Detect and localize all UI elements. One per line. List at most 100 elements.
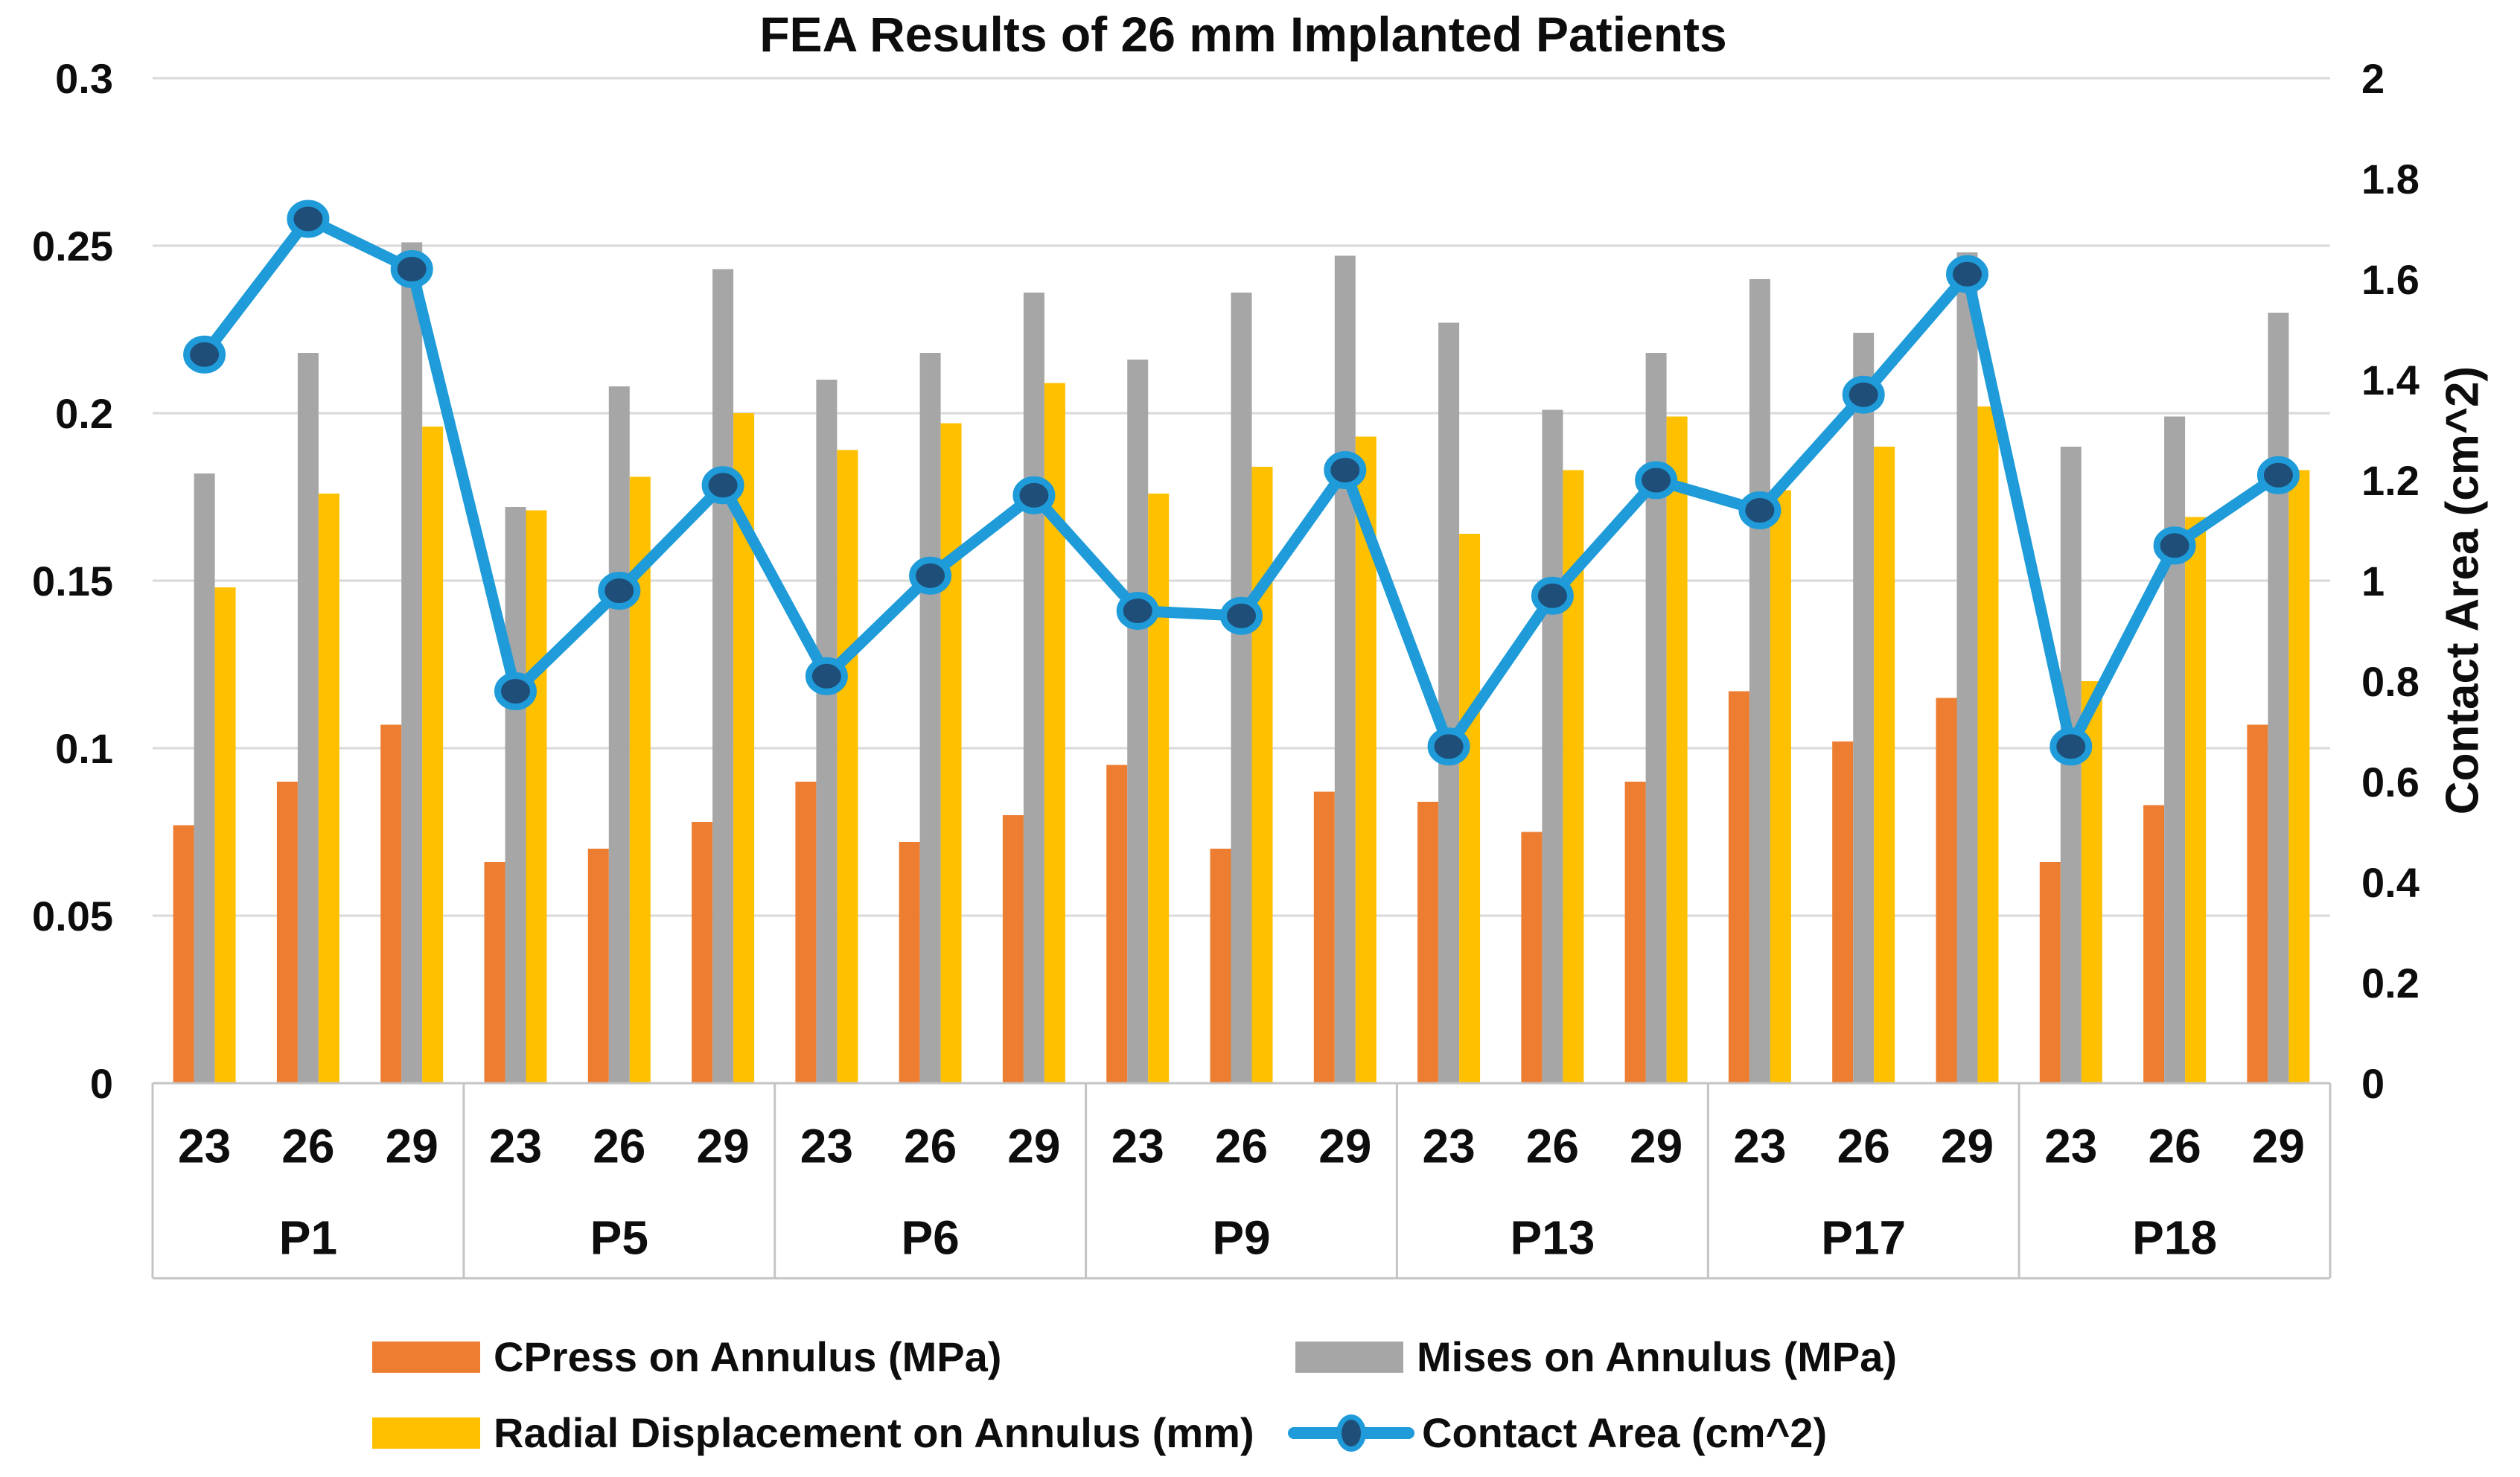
legend-item-cpress: CPress on Annulus (MPa) bbox=[372, 1333, 1001, 1381]
bar bbox=[919, 353, 941, 1083]
data-point-marker bbox=[701, 466, 744, 505]
bar bbox=[1231, 293, 1252, 1083]
data-point-marker bbox=[1946, 255, 1988, 293]
patient-group-label: P6 bbox=[901, 1210, 959, 1264]
valve-size-label: 23 bbox=[1423, 1119, 1476, 1173]
cpress-bar-swatch-icon bbox=[372, 1341, 480, 1373]
bar bbox=[940, 423, 962, 1083]
bar bbox=[318, 494, 339, 1083]
valve-size-label: 26 bbox=[904, 1119, 957, 1173]
bar bbox=[380, 724, 402, 1083]
bar bbox=[1148, 494, 1170, 1083]
valve-size-label: 26 bbox=[1215, 1119, 1268, 1173]
bar bbox=[401, 242, 423, 1083]
bar bbox=[1313, 791, 1335, 1083]
bar bbox=[2247, 724, 2268, 1083]
valve-size-label: 26 bbox=[593, 1119, 645, 1173]
chart-title: FEA Results of 26 mm Implanted Patients bbox=[759, 7, 1727, 62]
patient-group-label: P18 bbox=[2132, 1210, 2217, 1264]
data-point-marker bbox=[494, 672, 537, 710]
bar bbox=[2288, 470, 2310, 1083]
bar bbox=[422, 427, 444, 1083]
data-point-marker bbox=[1531, 576, 1574, 615]
bar bbox=[1832, 741, 1854, 1083]
right-tick-label: 0.2 bbox=[2361, 960, 2419, 1007]
bar bbox=[1770, 490, 1791, 1083]
left-tick-label: 0.1 bbox=[55, 725, 113, 772]
bar bbox=[1521, 832, 1543, 1083]
bar bbox=[173, 825, 194, 1083]
bar bbox=[899, 842, 920, 1083]
right-tick-label: 1.8 bbox=[2361, 156, 2419, 202]
bars-series-0 bbox=[173, 691, 2268, 1083]
data-point-marker bbox=[1635, 461, 1678, 500]
valve-size-label: 29 bbox=[1941, 1119, 1994, 1173]
data-point-marker bbox=[183, 335, 226, 374]
valve-size-label: 29 bbox=[1007, 1119, 1060, 1173]
bar bbox=[2268, 313, 2289, 1083]
bar bbox=[2143, 805, 2165, 1083]
data-point-marker bbox=[1220, 596, 1263, 635]
bar bbox=[1749, 279, 1770, 1083]
bar bbox=[1002, 815, 1024, 1083]
right-tick-label: 1 bbox=[2361, 558, 2385, 604]
contact-area-markers bbox=[183, 200, 2300, 766]
bar bbox=[1127, 360, 1149, 1083]
bar bbox=[816, 380, 838, 1083]
right-tick-label: 1.4 bbox=[2361, 357, 2419, 403]
valve-size-label: 26 bbox=[2149, 1119, 2201, 1173]
bar bbox=[1251, 467, 1273, 1083]
data-point-marker bbox=[1427, 727, 1470, 766]
bar bbox=[608, 386, 630, 1083]
valve-size-label: 26 bbox=[1837, 1119, 1890, 1173]
x-axis-labels: 23 26 29 23 26 29 23 26 29 23 26 29 23 26 29 23 26 29 23 26… bbox=[178, 1119, 2305, 1264]
left-tick-label: 0.25 bbox=[32, 223, 113, 269]
patient-group-label: P5 bbox=[590, 1210, 648, 1264]
bar bbox=[2185, 517, 2207, 1083]
legend-label-mises: Mises on Annulus (MPa) bbox=[1417, 1333, 1898, 1380]
bar bbox=[526, 510, 547, 1083]
valve-size-label: 29 bbox=[1630, 1119, 1682, 1173]
bar bbox=[2039, 862, 2061, 1083]
valve-size-label: 23 bbox=[800, 1119, 853, 1173]
bar bbox=[1023, 293, 1044, 1083]
bar bbox=[1334, 255, 1356, 1083]
bar bbox=[1874, 447, 1895, 1083]
legend-label-radial: Radial Displacement on Annulus (mm) bbox=[494, 1409, 1254, 1456]
valve-size-label: 26 bbox=[1526, 1119, 1579, 1173]
right-tick-label: 0.4 bbox=[2361, 859, 2419, 906]
bar bbox=[1459, 534, 1481, 1083]
bar bbox=[2164, 416, 2186, 1083]
bars-series-2 bbox=[214, 383, 2310, 1083]
bar bbox=[1106, 765, 1128, 1083]
y-axis-tick-labels: 0 0.05 0.1 0.15 0.2 0.25 0.3 0 0.2 0.4 0.6 0.8 1 1.2 1… bbox=[32, 55, 2419, 1107]
bar bbox=[276, 782, 298, 1083]
bar bbox=[1977, 406, 1999, 1083]
bar bbox=[1853, 333, 1875, 1083]
legend-label-cpress: CPress on Annulus (MPa) bbox=[494, 1333, 1002, 1380]
left-tick-label: 0.15 bbox=[32, 558, 113, 604]
bar bbox=[1542, 409, 1563, 1083]
valve-size-label: 29 bbox=[386, 1119, 438, 1173]
data-point-marker bbox=[1012, 476, 1056, 514]
right-axis-title: Contact Area (cm^2) bbox=[2437, 366, 2489, 815]
valve-size-label: 23 bbox=[1111, 1119, 1164, 1173]
valve-size-label: 29 bbox=[697, 1119, 750, 1173]
data-point-marker bbox=[909, 556, 952, 595]
data-point-marker bbox=[1842, 375, 1885, 414]
patient-group-label: P13 bbox=[1510, 1210, 1595, 1264]
bar bbox=[1210, 849, 1231, 1083]
left-tick-label: 0.3 bbox=[55, 55, 113, 102]
right-tick-label: 1.6 bbox=[2361, 256, 2419, 303]
data-point-marker bbox=[2153, 526, 2196, 565]
bar bbox=[1936, 698, 1957, 1083]
bar bbox=[837, 450, 858, 1083]
data-point-marker bbox=[390, 250, 433, 288]
data-point-marker bbox=[598, 572, 641, 610]
radial-bar-swatch-icon bbox=[372, 1417, 480, 1449]
bar bbox=[587, 849, 609, 1083]
valve-size-label: 23 bbox=[489, 1119, 542, 1173]
patient-group-label: P9 bbox=[1212, 1210, 1270, 1264]
right-tick-label: 0.6 bbox=[2361, 759, 2419, 806]
